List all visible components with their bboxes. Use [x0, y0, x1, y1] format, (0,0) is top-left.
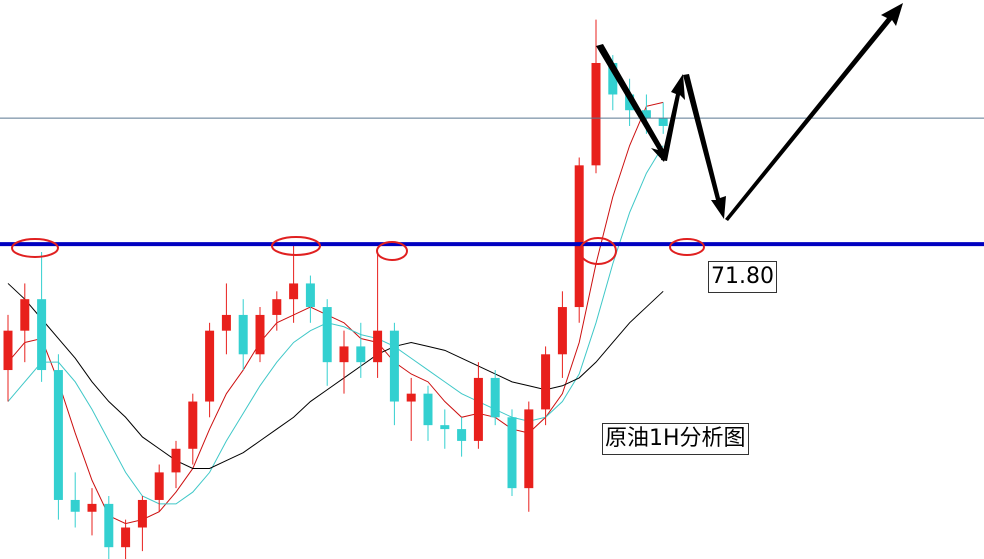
candle-body	[104, 503, 114, 548]
moving-average	[7, 145, 664, 505]
candle-body	[524, 409, 534, 489]
arrow	[661, 74, 685, 161]
arrow	[683, 74, 726, 219]
candle-body	[557, 307, 567, 355]
candle-body	[171, 448, 181, 473]
candle-body	[373, 330, 383, 363]
candle-body	[658, 118, 668, 126]
candle-body	[272, 299, 282, 315]
candle-body	[641, 110, 651, 119]
candle-body	[221, 314, 231, 331]
candle-body	[339, 346, 349, 363]
candle-body	[188, 401, 198, 449]
candle-body	[608, 62, 618, 95]
annotation: 原油1H分析图	[602, 423, 749, 455]
candle-body	[137, 499, 147, 528]
arrows	[596, 3, 903, 221]
candle-body	[205, 330, 215, 402]
arrow	[725, 3, 903, 221]
candle-body	[389, 330, 399, 402]
candle-body	[87, 503, 97, 512]
candle-body	[289, 283, 299, 300]
candle-body	[591, 62, 601, 166]
candle-body	[423, 393, 433, 426]
candle-body	[154, 472, 164, 500]
candle-body	[490, 377, 500, 418]
moving-average	[7, 101, 664, 525]
ellipse	[669, 238, 705, 256]
candle-body	[53, 370, 63, 500]
ellipse	[376, 241, 408, 261]
candle-body	[20, 299, 30, 331]
candle-body	[305, 283, 315, 308]
candle-body	[356, 346, 366, 363]
candle-body	[322, 307, 332, 363]
arrow	[596, 44, 669, 162]
ellipses	[11, 236, 705, 265]
candle-body	[255, 314, 265, 355]
candle-body	[507, 417, 517, 489]
candle-body	[440, 425, 450, 430]
candle-body	[541, 354, 551, 410]
ellipse	[11, 238, 59, 258]
candle-body	[238, 314, 248, 355]
candle-body	[37, 299, 47, 371]
candle-body	[574, 165, 584, 308]
candle-body	[121, 527, 131, 548]
candle-body	[3, 330, 13, 371]
candle-body	[406, 393, 416, 402]
ellipse	[271, 236, 321, 256]
moving-average	[7, 283, 664, 469]
ellipse	[579, 237, 617, 265]
candle-body	[70, 499, 80, 512]
candle-body	[457, 429, 467, 441]
candle-body	[473, 377, 483, 441]
level-label: 71.80	[708, 261, 777, 293]
